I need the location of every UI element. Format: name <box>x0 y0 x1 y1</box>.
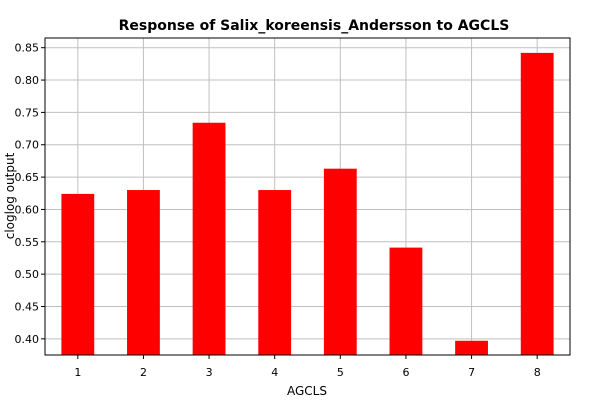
plot-border <box>44 37 571 356</box>
bar-5 <box>323 168 357 355</box>
y-tick-label: 0.60 <box>15 203 40 216</box>
x-tick-label: 1 <box>74 366 81 379</box>
bar-8 <box>520 52 554 356</box>
bar-4 <box>258 190 292 355</box>
x-axis-label: AGCLS <box>287 384 327 398</box>
y-tick-label: 0.55 <box>15 236 40 249</box>
x-tick-label: 2 <box>140 366 147 379</box>
x-tick-label: 7 <box>468 366 475 379</box>
y-tick-label: 0.50 <box>15 268 40 281</box>
bar-1 <box>61 193 95 355</box>
y-tick-label: 0.40 <box>15 333 40 346</box>
x-tick-label: 4 <box>271 366 278 379</box>
y-tick-label: 0.65 <box>15 171 40 184</box>
x-tick-label: 3 <box>206 366 213 379</box>
x-tick-label: 8 <box>534 366 541 379</box>
y-axis-label: cloglog output <box>3 152 17 239</box>
bar-3 <box>192 122 226 355</box>
y-tick-label: 0.80 <box>15 74 40 87</box>
y-tick-label: 0.70 <box>15 139 40 152</box>
bar-2 <box>127 190 160 355</box>
y-tick-label: 0.75 <box>15 106 40 119</box>
chart-title: Response of Salix_koreensis_Andersson to… <box>119 18 510 34</box>
y-tick-label: 0.45 <box>15 300 40 313</box>
bars <box>61 52 554 356</box>
y-axis-ticks: 0.40 0.45 0.50 0.55 0.60 0.65 0.70 0.75 0.80 0.85 <box>15 42 45 346</box>
x-tick-label: 6 <box>402 366 409 379</box>
y-tick-label: 0.85 <box>15 42 40 55</box>
bar-7 <box>455 340 488 355</box>
x-tick-label: 5 <box>337 366 344 379</box>
plot-area <box>44 37 571 356</box>
x-axis-ticks: 1 2 3 4 5 6 7 8 <box>74 355 541 379</box>
bar-6 <box>389 247 423 355</box>
